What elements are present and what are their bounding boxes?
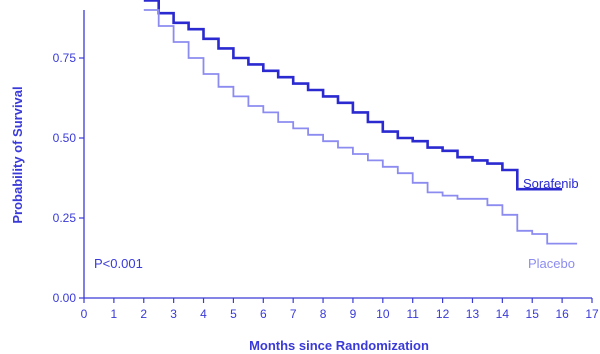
x-tick-label: 2 [140, 307, 147, 321]
x-tick-label: 1 [111, 307, 118, 321]
x-tick-label: 14 [496, 307, 510, 321]
axes [83, 10, 592, 299]
x-ticks: 0 1 2 3 4 5 6 7 8 9 10 11 12 13 14 15 16 17 [81, 298, 599, 321]
series-label-sorafenib: Sorafenib [523, 176, 579, 191]
series-line-placebo [143, 9, 578, 245]
x-tick-label: 10 [376, 307, 390, 321]
y-tick-label: 0.75 [53, 51, 77, 65]
series-lines [143, 0, 578, 245]
x-axis-title: Months since Randomization [249, 338, 429, 353]
x-tick-label: 7 [290, 307, 297, 321]
x-tick-label: 17 [585, 307, 599, 321]
x-tick-label: 0 [81, 307, 88, 321]
x-tick-label: 13 [466, 307, 480, 321]
x-tick-label: 3 [170, 307, 177, 321]
series-label-placebo: Placebo [528, 256, 575, 271]
y-tick-label: 0.00 [53, 291, 77, 305]
x-tick-label: 4 [200, 307, 207, 321]
y-ticks: 0.00 0.25 0.50 0.75 [53, 51, 84, 305]
p-value-annotation: P<0.001 [94, 256, 143, 271]
series-line-sorafenib [143, 0, 563, 191]
y-tick-label: 0.25 [53, 211, 77, 225]
y-tick-label: 0.50 [53, 131, 77, 145]
x-tick-label: 6 [260, 307, 267, 321]
x-tick-label: 12 [436, 307, 450, 321]
x-tick-label: 8 [320, 307, 327, 321]
x-tick-label: 16 [555, 307, 569, 321]
x-tick-label: 5 [230, 307, 237, 321]
x-tick-label: 15 [526, 307, 540, 321]
y-axis-title: Probability of Survival [10, 86, 25, 223]
x-tick-label: 11 [406, 307, 419, 321]
x-tick-label: 9 [350, 307, 357, 321]
